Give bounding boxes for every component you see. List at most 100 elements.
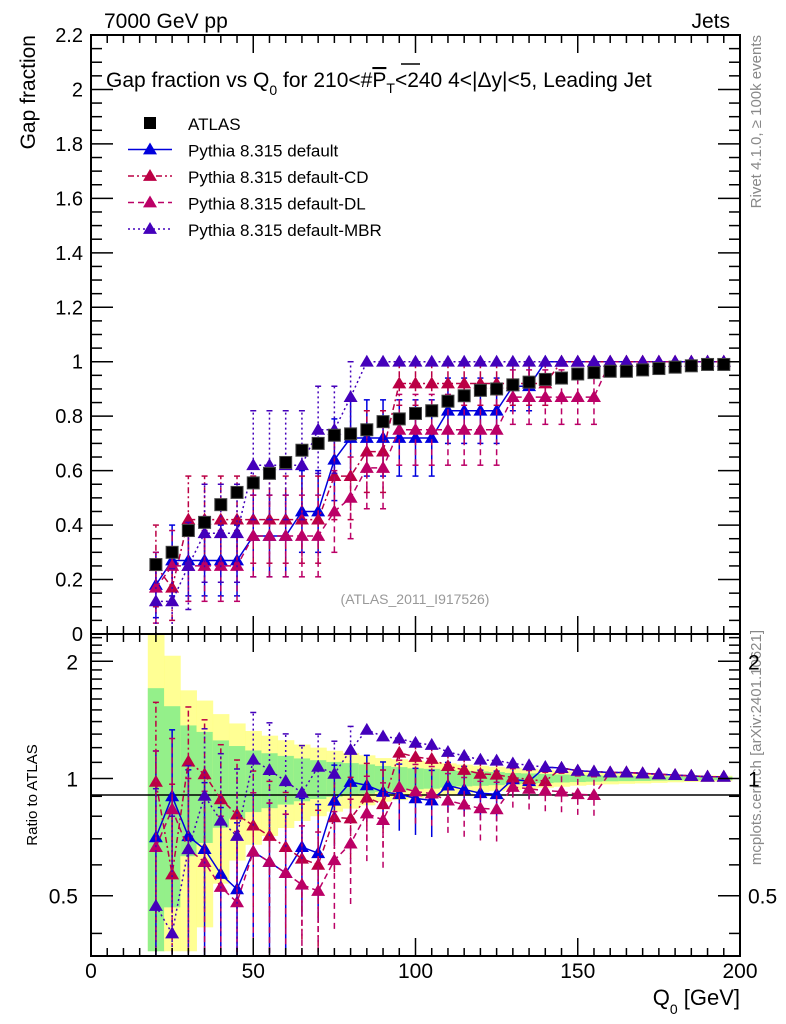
series-3-ratio-marker xyxy=(538,760,553,773)
atlas-data-marker xyxy=(506,378,520,392)
series-2-ratio-marker xyxy=(408,784,423,797)
series-3-ratio-marker xyxy=(424,737,439,750)
series-1-ratio-marker xyxy=(424,752,439,764)
series-3-marker xyxy=(294,458,309,471)
series-2-marker xyxy=(457,422,472,435)
series-3-marker xyxy=(619,354,634,367)
series-1-ratio-marker xyxy=(473,766,488,779)
legend: ATLAS Pythia 8.315 default Pythia 8.315 de… xyxy=(128,115,382,240)
x-tick-label: 100 xyxy=(398,960,433,983)
atlas-data-marker xyxy=(230,485,244,499)
series-2-ratio-marker xyxy=(230,895,245,908)
series-3-marker xyxy=(586,354,601,367)
series-2-marker xyxy=(424,422,439,435)
series-2-marker xyxy=(213,558,228,571)
title-mid: for 210<# xyxy=(277,69,372,92)
series-3-ratio-marker xyxy=(522,758,537,771)
series-2-marker xyxy=(343,490,358,503)
atlas-data-marker xyxy=(555,371,569,385)
ratio-y-tick-label-right: 1 xyxy=(748,768,760,791)
series-3-marker xyxy=(522,354,537,367)
series-3-ratio-marker xyxy=(457,748,472,761)
atlas-data-marker xyxy=(473,383,487,397)
series-0-ratio-marker xyxy=(343,774,358,787)
series-3-marker xyxy=(246,458,261,471)
series-3-marker xyxy=(554,354,569,367)
axis-tick-labels: 0 50 100 150 200 0 0.2 0.4 0.6 0.8 1 1.2 1.4 1.6 1.8 2 2… xyxy=(49,25,777,983)
atlas-data-marker xyxy=(295,443,309,457)
atlas-data-marker xyxy=(538,372,552,386)
legend-series-marker xyxy=(143,169,157,181)
series-3-ratio-marker xyxy=(213,813,228,826)
atlas-data-marker xyxy=(149,558,163,572)
ratio-band-inner xyxy=(245,750,262,813)
series-3-ratio-marker xyxy=(294,785,309,798)
series-3-ratio-marker xyxy=(700,769,715,782)
series-2-marker xyxy=(327,504,342,517)
series-3-line xyxy=(155,360,724,603)
series-3-ratio-marker xyxy=(246,752,261,765)
ratio-y-tick-label: 1 xyxy=(66,768,78,791)
series-2-ratio-marker xyxy=(554,784,569,797)
y-tick-label: 0.4 xyxy=(55,515,83,537)
atlas-data-marker xyxy=(279,455,293,469)
series-3-ratio-marker xyxy=(603,765,618,778)
series-0-ratio-marker xyxy=(473,786,488,799)
series-1-ratio-marker xyxy=(165,867,180,880)
y-tick-label: 2.2 xyxy=(55,25,83,47)
mcplots-label: mcplots.cern.ch [arXiv:2401.10621] xyxy=(748,630,765,865)
series-2-ratio-marker xyxy=(246,844,261,857)
atlas-data-marker xyxy=(457,389,471,403)
series-3-ratio-marker xyxy=(181,842,196,855)
series-1-marker xyxy=(327,469,342,481)
series-3-marker xyxy=(603,354,618,367)
series-3-ratio-marker xyxy=(376,729,391,742)
series-3-ratio-marker xyxy=(505,756,520,769)
series-3-ratio-marker xyxy=(262,763,277,775)
series-1-marker xyxy=(440,376,455,389)
series-2-ratio-marker xyxy=(376,813,391,825)
x-tick-label: 50 xyxy=(242,960,265,983)
atlas-data-marker xyxy=(392,412,406,426)
series-3-ratio-marker xyxy=(343,742,358,755)
y-tick-label: 0 xyxy=(72,624,83,646)
title-sub: 0 xyxy=(269,82,277,98)
series-2-ratio-marker xyxy=(586,788,601,801)
series-2-ratio-marker xyxy=(489,802,504,815)
series-1-ratio-marker xyxy=(311,857,326,870)
series-3-marker xyxy=(213,526,228,539)
atlas-data-marker xyxy=(409,406,422,420)
series-2-ratio-marker xyxy=(278,866,293,879)
series-1-marker xyxy=(213,512,228,525)
series-2-ratio-line xyxy=(155,771,724,904)
legend-series-marker xyxy=(143,195,157,208)
series-1-ratio-marker xyxy=(457,762,472,775)
x-label-sub: 0 xyxy=(670,1001,678,1017)
series-2-ratio-marker xyxy=(359,806,374,819)
atlas-data-marker xyxy=(327,428,341,442)
series-0-ratio-marker xyxy=(392,787,407,800)
series-1-marker xyxy=(311,512,326,525)
atlas-data-marker xyxy=(165,545,179,559)
series-3-ratio-marker xyxy=(230,829,245,841)
series-2-ratio-marker xyxy=(392,780,407,793)
ratio-band-inner xyxy=(602,775,619,782)
series-2-marker xyxy=(554,390,569,403)
series-3-ratio-marker xyxy=(489,753,504,766)
atlas-data-marker xyxy=(181,524,195,538)
series-1-marker xyxy=(408,376,423,389)
atlas-data-marker xyxy=(246,476,260,490)
series-0-ratio-marker xyxy=(424,793,439,806)
rivet-version-label: Rivet 4.1.0, ≥ 100k events xyxy=(748,35,765,208)
main-panel-series xyxy=(148,354,731,634)
atlas-data-marker xyxy=(668,360,682,374)
series-3-marker xyxy=(311,422,326,435)
series-0-line xyxy=(155,360,724,586)
series-3-ratio-line xyxy=(155,728,724,936)
series-3-marker xyxy=(408,354,423,367)
series-2-ratio-marker xyxy=(213,880,228,892)
series-3-marker xyxy=(424,354,439,367)
legend-series-label: Pythia 8.315 default xyxy=(188,142,339,161)
series-2-ratio-marker xyxy=(327,853,342,866)
series-3-ratio-marker xyxy=(684,768,699,781)
